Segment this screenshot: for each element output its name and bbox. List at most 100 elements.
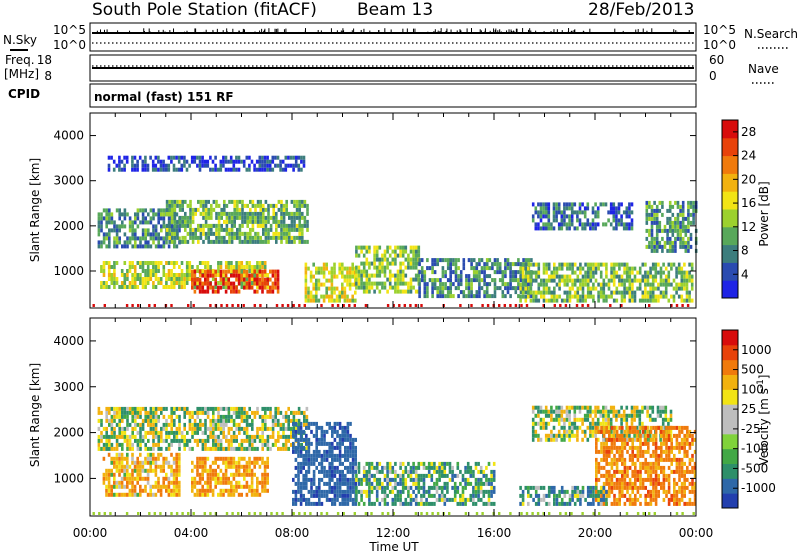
heatmap-cell (492, 473, 496, 478)
heatmap-cell (680, 274, 684, 279)
heatmap-cell (141, 406, 145, 411)
heatmap-cell (271, 434, 275, 439)
heatmap-cell (236, 231, 239, 236)
heatmap-cell (254, 215, 257, 220)
heatmap-cell (250, 159, 254, 164)
heatmap-cell (653, 216, 656, 221)
heatmap-cell (230, 488, 233, 493)
heatmap-cell (399, 261, 402, 266)
heatmap-cell (370, 481, 374, 486)
heatmap-cell (409, 477, 413, 482)
heatmap-cell (118, 452, 121, 457)
heatmap-cell (177, 159, 181, 164)
heatmap-cell (186, 406, 189, 411)
heatmap-cell (230, 418, 233, 423)
heatmap-cell (570, 214, 574, 219)
heatmap-cell (477, 461, 480, 466)
heatmap-cell (136, 480, 139, 485)
heatmap-cell (338, 441, 342, 446)
heatmap-cell (201, 488, 204, 493)
heatmap-cell (555, 417, 558, 422)
heatmap-cell (294, 489, 298, 494)
heatmap-cell (105, 220, 108, 225)
heatmap-cell (297, 449, 300, 454)
heatmap-cell (654, 270, 658, 275)
heatmap-cell (566, 290, 569, 295)
heatmap-cell (304, 266, 308, 271)
heatmap-cell (368, 477, 371, 482)
heatmap-cell (230, 460, 233, 465)
heatmap-cell (589, 222, 592, 227)
heatmap-cell (482, 481, 486, 486)
heatmap-cell (589, 290, 593, 295)
heatmap-cell (125, 155, 129, 160)
heatmap-cell (262, 227, 265, 232)
heatmap-cell (685, 278, 689, 283)
heatmap-cell (223, 219, 226, 224)
heatmap-cell (230, 480, 233, 485)
heatmap-cell (532, 278, 535, 283)
heatmap-cell (165, 199, 169, 204)
heatmap-cell (373, 249, 376, 254)
heatmap-cell (204, 446, 207, 451)
heatmap-cell (102, 426, 106, 431)
heatmap-cell (570, 218, 574, 223)
heatmap-cell (349, 433, 352, 438)
heatmap-cell (248, 472, 251, 477)
heatmap-cell (172, 480, 176, 485)
heatmap-cell (154, 422, 158, 427)
heatmap-cell (123, 484, 126, 489)
heatmap-cell (251, 215, 255, 220)
heatmap-cell (105, 208, 108, 213)
heatmap-cell (217, 434, 220, 439)
heatmap-cell (488, 294, 492, 299)
heatmap-cell (256, 273, 259, 278)
heatmap-cell (144, 277, 147, 281)
heatmap-cell (144, 446, 147, 451)
heatmap-cell (285, 207, 288, 212)
heatmap-cell (375, 461, 379, 466)
heatmap-cell (427, 465, 431, 470)
heatmap-cell (245, 464, 249, 469)
heatmap-cell (547, 222, 551, 227)
heatmap-cell (115, 480, 119, 485)
heatmap-cell (581, 304, 584, 307)
heatmap-cell (318, 425, 321, 430)
heatmap-cell (305, 497, 308, 502)
heatmap-cell (152, 452, 155, 457)
heatmap-cell (139, 438, 142, 443)
heatmap-cell (222, 163, 225, 168)
heatmap-cell (183, 281, 186, 285)
heatmap-cell (148, 304, 151, 307)
heatmap-cell (118, 216, 121, 221)
heatmap-cell (465, 282, 468, 287)
heatmap-cell (338, 477, 342, 482)
heatmap-cell (240, 261, 244, 265)
heatmap-cell (420, 497, 423, 502)
heatmap-cell (615, 214, 618, 219)
heatmap-cell (206, 159, 210, 164)
heatmap-cell (304, 286, 308, 291)
heatmap-cell (527, 258, 531, 263)
heatmap-cell (578, 222, 582, 227)
heatmap-cell (175, 167, 178, 172)
heatmap-cell (328, 485, 331, 490)
heatmap-cell (645, 200, 649, 205)
heatmap-cell (529, 286, 533, 291)
heatmap-cell (251, 239, 255, 244)
heatmap-cell (209, 468, 212, 473)
heatmap-cell (277, 422, 280, 427)
heatmap-cell (230, 281, 233, 286)
heatmap-cell (170, 281, 173, 285)
heatmap-cell (407, 253, 410, 258)
heatmap-cell (207, 235, 210, 240)
heatmap-cell (175, 155, 178, 160)
heatmap-cell (149, 488, 152, 493)
heatmap-cell (426, 286, 429, 291)
heatmap-cell (159, 488, 163, 493)
heatmap-cell (646, 282, 650, 287)
heatmap-cell (128, 442, 132, 447)
heatmap-cell (618, 266, 621, 271)
heatmap-cell (210, 203, 213, 208)
heatmap-cell (269, 426, 272, 431)
